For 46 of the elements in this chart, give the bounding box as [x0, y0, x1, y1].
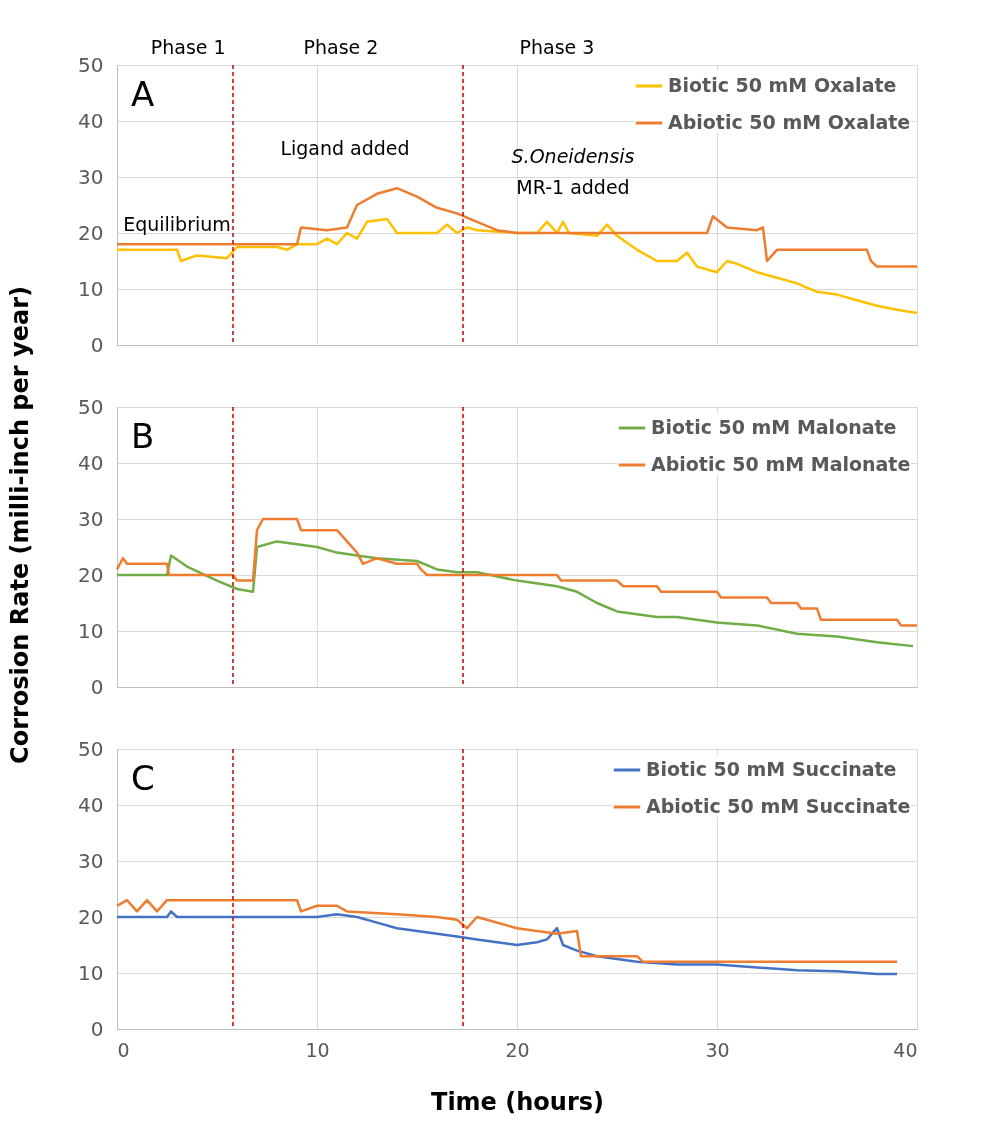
y-tick-label: 40	[78, 792, 104, 817]
legend-label: Biotic 50 mM Succinate	[646, 758, 897, 780]
line-series	[115, 910, 899, 976]
y-tick-label: 50	[78, 736, 104, 761]
legend-label: Biotic 50 mM Oxalate	[668, 74, 897, 96]
y-tick-label: 0	[90, 1016, 104, 1041]
annotation: Ligand added	[280, 137, 410, 159]
y-tick-label: 40	[78, 450, 104, 475]
chart-title: C	[131, 758, 155, 798]
line-series	[115, 898, 899, 964]
annotation: MR-1 added	[516, 176, 630, 199]
legend-label: Abiotic 50 mM Succinate	[646, 795, 911, 817]
legend-label: Biotic 50 mM Malonate	[651, 416, 897, 438]
y-tick-label: 30	[78, 164, 104, 189]
y-tick-label: 10	[78, 276, 104, 301]
y-tick-label: 20	[78, 562, 104, 587]
y-tick-label: 30	[78, 848, 104, 873]
y-tick-label: 10	[78, 960, 104, 985]
legend-label: Abiotic 50 mM Malonate	[651, 453, 911, 475]
legend-label: Abiotic 50 mM Oxalate	[668, 111, 911, 133]
text: Phase 3	[519, 36, 595, 59]
chart-title: A	[131, 74, 155, 114]
x-tick-label: 10	[305, 1038, 330, 1061]
line-series	[115, 517, 919, 627]
y-tick-label: 50	[78, 394, 104, 419]
y-tick-label: 0	[90, 332, 104, 357]
x-tick-label: 0	[117, 1038, 130, 1061]
y-tick-label: 30	[78, 506, 104, 531]
line-series	[115, 540, 915, 648]
x-tick-label: 30	[705, 1038, 730, 1061]
text: Phase 1	[150, 36, 226, 59]
y-tick-label: 40	[78, 108, 104, 133]
x-axis-title: Time (hours)	[431, 1087, 604, 1116]
chart-title: B	[131, 416, 155, 456]
annotation: S.Oneidensis	[511, 145, 635, 168]
y-tick-label: 10	[78, 618, 104, 643]
y-tick-label: 20	[78, 220, 104, 245]
y-tick-label: 50	[78, 52, 104, 77]
y-tick-label: 0	[90, 674, 104, 699]
annotation: Equilibrium	[123, 212, 231, 235]
x-tick-label: 40	[893, 1038, 918, 1061]
x-tick-label: 20	[505, 1038, 530, 1061]
line-series	[115, 217, 919, 315]
y-tick-label: 20	[78, 904, 104, 929]
text: Phase 2	[303, 36, 379, 59]
y-axis-title: Corrosion Rate (milli-inch per year)	[6, 286, 34, 764]
